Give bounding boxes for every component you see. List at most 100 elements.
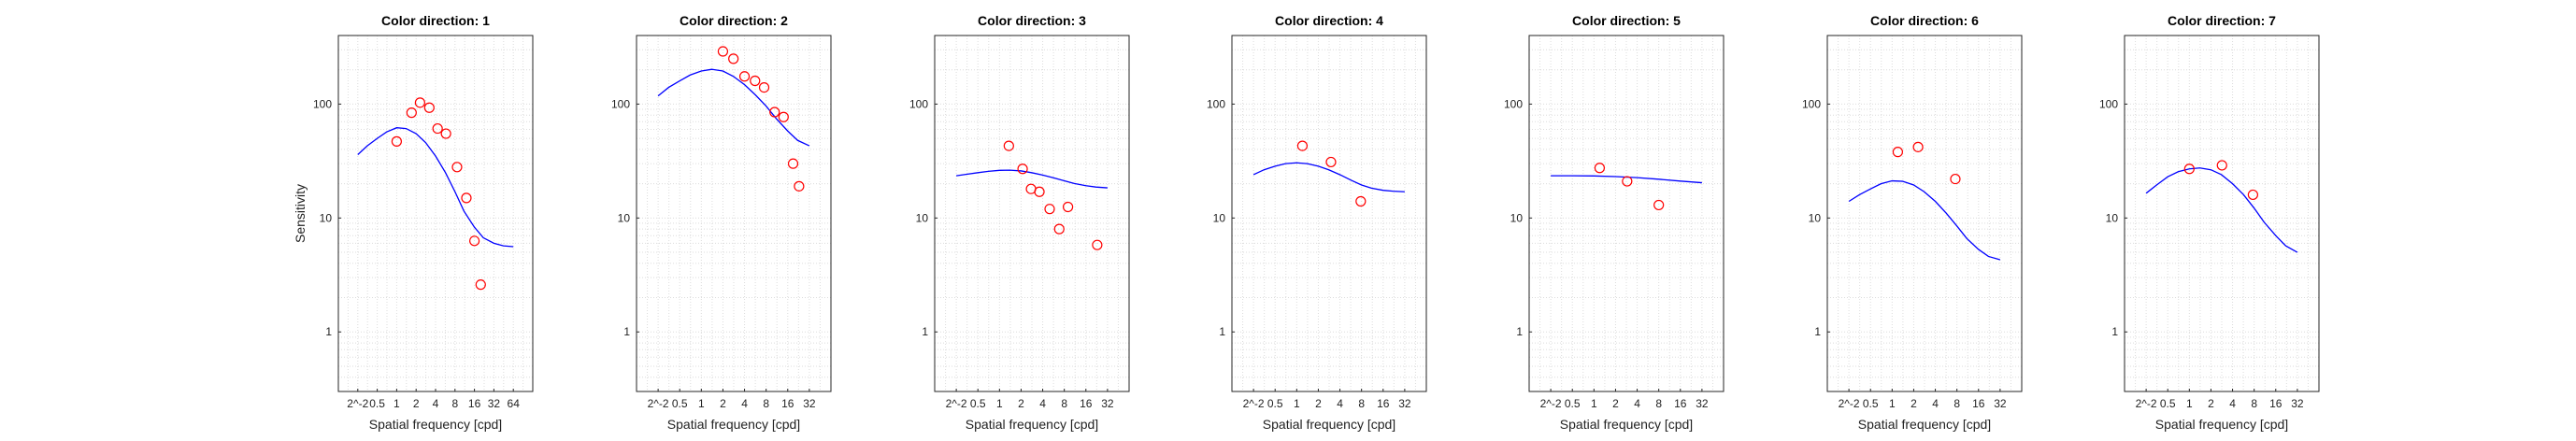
measured-point (787, 158, 799, 169)
measured-point (391, 135, 402, 147)
chart-title: Color direction: 4 (1275, 13, 1383, 28)
chart-title: Color direction: 3 (978, 13, 1086, 28)
x-tick-label: 8 (1953, 397, 1960, 410)
axes-box (934, 35, 1130, 392)
x-tick-label: 32 (1696, 397, 1709, 410)
measured-point (440, 128, 451, 139)
measured-point (1044, 204, 1055, 215)
x-tick-label: 2^-2 (1839, 397, 1860, 410)
x-tick-label: 16 (1972, 397, 1985, 410)
x-tick-label: 2 (1911, 397, 1917, 410)
chart-title: Color direction: 5 (1572, 13, 1681, 28)
x-tick-label: 4 (2229, 397, 2236, 410)
measured-point (1325, 156, 1337, 168)
y-tick-label: 10 (916, 211, 929, 224)
x-tick-label: 32 (1398, 397, 1411, 410)
x-tick-label: 2 (1018, 397, 1024, 410)
measured-point (1912, 141, 1924, 152)
x-tick-label: 0.5 (970, 397, 986, 410)
measured-point (769, 107, 780, 118)
x-tick-label: 0.5 (1863, 397, 1879, 410)
x-tick-label: 32 (1101, 397, 1114, 410)
x-tick-label: 2 (1612, 397, 1619, 410)
panel-6: 2^-2 0.5 1 2 4 8 16 32 1 10 100 Color direction: 6 S… (1802, 13, 2023, 432)
chart-title: Color direction: 6 (1870, 13, 1979, 28)
x-tick-label: 32 (2291, 397, 2304, 410)
x-tick-label: 0.5 (672, 397, 688, 410)
panel-2: 2^-2 0.5 1 2 4 8 16 32 1 10 100 Color direction: 2 S… (611, 13, 832, 432)
measured-point (1017, 164, 1028, 175)
x-tick-label: 32 (803, 397, 816, 410)
axes-box (1826, 35, 2023, 392)
x-tick-label: 32 (1994, 397, 2007, 410)
x-axis-label: Spatial frequency [cpd] (1858, 417, 1991, 432)
x-tick-label: 1 (1889, 397, 1896, 410)
panel-4: 2^-2 0.5 1 2 4 8 16 32 1 10 100 Color direction: 4 S… (1207, 13, 1427, 432)
measured-point (1092, 239, 1103, 250)
x-tick-label: 2 (1315, 397, 1322, 410)
x-tick-label: 2 (2208, 397, 2214, 410)
x-tick-label: 8 (451, 397, 458, 410)
measured-point (2247, 189, 2258, 201)
x-tick-label: 1 (1591, 397, 1597, 410)
grid-lines (2125, 36, 2319, 392)
measured-point (1053, 223, 1065, 235)
measured-point (475, 279, 486, 291)
x-tick-label: 8 (2251, 397, 2257, 410)
measured-point (794, 180, 805, 192)
y-tick-label: 100 (313, 97, 332, 110)
x-tick-label: 8 (1358, 397, 1365, 410)
x-axis-label: Spatial frequency [cpd] (1560, 417, 1693, 432)
y-tick-label: 100 (909, 97, 928, 110)
y-tick-label: 1 (623, 325, 630, 338)
measured-point (1892, 147, 1904, 158)
y-tick-label: 1 (1516, 325, 1523, 338)
panel-7: 2^-2 0.5 1 2 4 8 16 32 1 10 100 Color direction: 7 S… (2099, 13, 2320, 432)
measured-point (758, 81, 770, 93)
y-tick-label: 10 (1809, 211, 1822, 224)
measured-point (778, 111, 789, 122)
x-tick-label: 16 (781, 397, 794, 410)
x-tick-label: 8 (763, 397, 769, 410)
x-tick-label: 2^-2 (1540, 397, 1562, 410)
x-axis-label: Spatial frequency [cpd] (667, 417, 800, 432)
measured-point (728, 53, 739, 64)
axes-box (1528, 35, 1724, 392)
measured-point (750, 75, 761, 87)
x-tick-label: 1 (698, 397, 705, 410)
measured-point (1062, 201, 1074, 213)
x-tick-label: 4 (741, 397, 748, 410)
x-tick-label: 2 (720, 397, 726, 410)
axes-box (2124, 35, 2320, 392)
y-tick-label: 1 (1814, 325, 1821, 338)
y-tick-label: 1 (325, 325, 332, 338)
grid-lines (1232, 36, 1426, 392)
x-tick-label: 1 (996, 397, 1003, 410)
x-tick-label: 4 (433, 397, 439, 410)
x-tick-label: 4 (1337, 397, 1343, 410)
grid-lines (338, 36, 533, 392)
measured-point (414, 97, 425, 108)
x-tick-label: 16 (468, 397, 481, 410)
x-axis-label: Spatial frequency [cpd] (2155, 417, 2288, 432)
y-tick-label: 10 (1213, 211, 1226, 224)
measured-point (423, 102, 435, 113)
measured-point (1594, 163, 1606, 174)
y-tick-label: 100 (2099, 97, 2118, 110)
y-tick-label: 100 (611, 97, 630, 110)
model-curve-series (956, 169, 1108, 189)
x-tick-label: 16 (1080, 397, 1093, 410)
measured-point (469, 235, 480, 247)
x-tick-label: 1 (2186, 397, 2193, 410)
x-tick-label: 2^-2 (648, 397, 669, 410)
y-tick-label: 1 (2111, 325, 2118, 338)
x-tick-label: 8 (1655, 397, 1662, 410)
x-tick-label: 8 (1061, 397, 1067, 410)
x-tick-label: 16 (1377, 397, 1390, 410)
measured-point (432, 122, 443, 135)
measured-point (1653, 199, 1665, 211)
y-tick-label: 100 (1207, 97, 1225, 110)
y-tick-label: 100 (1802, 97, 1821, 110)
measured-point (1034, 186, 1045, 197)
y-axis-label: Sensitivity (293, 184, 308, 243)
